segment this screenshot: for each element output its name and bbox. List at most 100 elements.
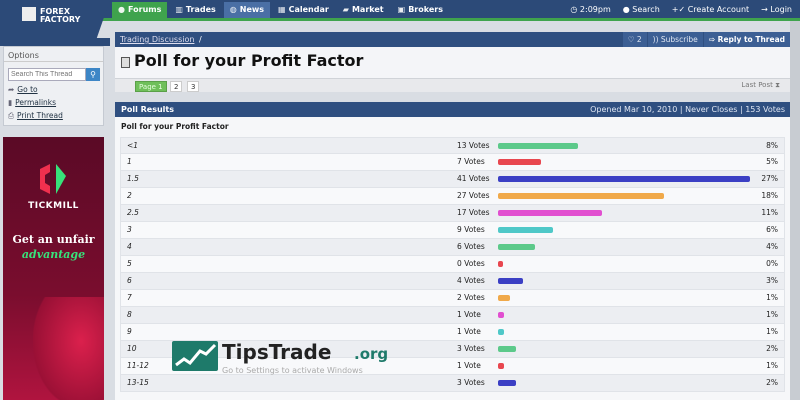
market-icon: ▰	[342, 5, 349, 14]
user-nav: ◷ 2:09pm ● Search +✓ Create Account → Lo…	[570, 2, 792, 18]
option-votes: 13 Votes	[457, 141, 490, 150]
options-title: Options	[4, 47, 103, 62]
nav-label: Forums	[127, 5, 162, 14]
option-label: 9	[127, 327, 132, 336]
page-1[interactable]: Page 1	[135, 81, 167, 92]
breadcrumb-trading-discussion[interactable]: Trading Discussion	[120, 35, 195, 44]
option-label: 1	[127, 157, 132, 166]
site-logo[interactable]: FOREX FACTORY	[0, 0, 110, 38]
search-icon: ⚲	[90, 70, 96, 79]
vote-bar	[498, 227, 554, 233]
nav-label: Trades	[185, 5, 216, 14]
option-label: 10	[127, 344, 137, 353]
windows-activation-text: Go to Settings to activate Windows	[222, 366, 363, 375]
tickmill-ad[interactable]: TICKMILL Get an unfair advantage	[3, 137, 104, 400]
option-votes: 3 Votes	[457, 378, 485, 387]
option-votes: 2 Votes	[457, 293, 485, 302]
option-votes: 17 Votes	[457, 208, 490, 217]
poll-option-row: 8 1 Vote 1%	[120, 307, 785, 324]
arrow-icon: ➦	[8, 85, 15, 94]
chart-icon: ▥	[175, 5, 183, 14]
option-votes: 41 Votes	[457, 174, 490, 183]
breadcrumb-bar: Trading Discussion / ♡ 2 )) Subscribe ⇨ …	[115, 32, 790, 47]
tiger-image	[33, 297, 104, 400]
page-2[interactable]: 2	[170, 81, 183, 92]
login-link[interactable]: → Login	[761, 2, 792, 18]
search-link[interactable]: ● Search	[623, 2, 660, 18]
option-votes: 0 Votes	[457, 259, 485, 268]
option-votes: 1 Vote	[457, 310, 481, 319]
option-percent: 4%	[766, 242, 778, 251]
bookmark-icon: ▮	[8, 98, 13, 107]
goto-link[interactable]: ➦ Go to	[8, 85, 38, 94]
search-icon: ●	[622, 5, 633, 14]
print-icon: ⎙	[8, 111, 14, 120]
thread-icon	[121, 57, 130, 68]
permalinks-link[interactable]: ▮ Permalinks	[8, 98, 56, 107]
vote-bar	[498, 346, 517, 352]
option-label: 6	[127, 276, 132, 285]
scrollbar[interactable]	[790, 21, 800, 400]
watermark-org: .org	[354, 345, 389, 363]
nav-market[interactable]: ▰ Market	[337, 2, 390, 18]
reply-label: Reply to Thread	[717, 35, 785, 44]
option-votes: 1 Vote	[457, 361, 481, 370]
option-label: 13-15	[127, 378, 149, 387]
page-3[interactable]: 3	[187, 81, 200, 92]
option-votes: 6 Votes	[457, 242, 485, 251]
nav-brokers[interactable]: ▣ Brokers	[392, 2, 449, 18]
print-thread-link[interactable]: ⎙ Print Thread	[8, 111, 63, 121]
last-post-link[interactable]: Last Post ⧗	[741, 81, 780, 89]
brokers-icon: ▣	[397, 5, 406, 14]
poll-option-row: 4 6 Votes 4%	[120, 239, 785, 256]
nav-label: Calendar	[288, 5, 329, 14]
poll-option-row: 3 9 Votes 6%	[120, 222, 785, 239]
clock[interactable]: ◷ 2:09pm	[570, 2, 610, 18]
subscribe-icon: ))	[652, 35, 661, 44]
nav-calendar[interactable]: ▦ Calendar	[272, 2, 335, 18]
tipstrade-watermark: TipsTrade .org Go to Settings to activat…	[172, 341, 412, 381]
poll-meta: Opened Mar 10, 2010 | Never Closes | 153…	[590, 105, 785, 114]
vote-bar	[498, 193, 664, 199]
poll-results: Poll for your Profit Factor <1 13 Votes 8%…	[115, 117, 790, 400]
subscribe-label: Subscribe	[660, 35, 698, 44]
poll-header: Poll Results Opened Mar 10, 2010 | Never…	[115, 102, 790, 117]
tickmill-logo-icon	[40, 164, 66, 194]
nav-news[interactable]: ◍ News	[223, 2, 271, 18]
poll-option-row: 2 27 Votes 18%	[120, 188, 785, 205]
ad-subline: advantage	[21, 248, 86, 261]
like-button[interactable]: ♡ 2	[622, 32, 647, 47]
option-votes: 27 Votes	[457, 191, 490, 200]
vote-bar	[498, 244, 535, 250]
tipstrade-logo-icon	[172, 341, 218, 371]
vote-bar	[498, 159, 542, 165]
option-label: 2	[127, 191, 132, 200]
create-account-link[interactable]: +✓ Create Account	[672, 2, 749, 18]
option-label: 8	[127, 310, 132, 319]
search-label: Search	[632, 5, 660, 14]
vote-bar	[498, 210, 603, 216]
search-thread-button[interactable]: ⚲	[86, 68, 100, 81]
nav-accent-line	[100, 18, 800, 21]
option-label: 2.5	[127, 208, 139, 217]
option-percent: 1%	[766, 310, 778, 319]
reply-button[interactable]: ⇨ Reply to Thread	[703, 32, 790, 47]
option-votes: 7 Votes	[457, 157, 485, 166]
poll-option-row: 9 1 Vote 1%	[120, 324, 785, 341]
option-percent: 1%	[766, 361, 778, 370]
poll-options: <1 13 Votes 8% 1 7 Votes 5% 1.5 41 Votes 27% 2 27 …	[120, 137, 785, 392]
options-panel: Options ⚲ ➦Go to ▮Permalinks ⎙Print Thre…	[3, 46, 104, 126]
logo-mark-icon	[22, 7, 36, 21]
search-thread-input[interactable]	[8, 68, 86, 81]
option-percent: 27%	[761, 174, 778, 183]
nav-label: News	[239, 5, 265, 14]
poll-option-row: <1 13 Votes 8%	[120, 137, 785, 154]
nav-trades[interactable]: ▥ Trades	[169, 2, 221, 18]
nav-forums[interactable]: ● Forums	[112, 2, 168, 18]
watermark-name: TipsTrade	[222, 340, 332, 364]
vote-bar	[498, 312, 505, 318]
link-label: Print Thread	[17, 111, 63, 120]
subscribe-button[interactable]: )) Subscribe	[647, 32, 703, 47]
option-percent: 5%	[766, 157, 778, 166]
option-label: 3	[127, 225, 132, 234]
